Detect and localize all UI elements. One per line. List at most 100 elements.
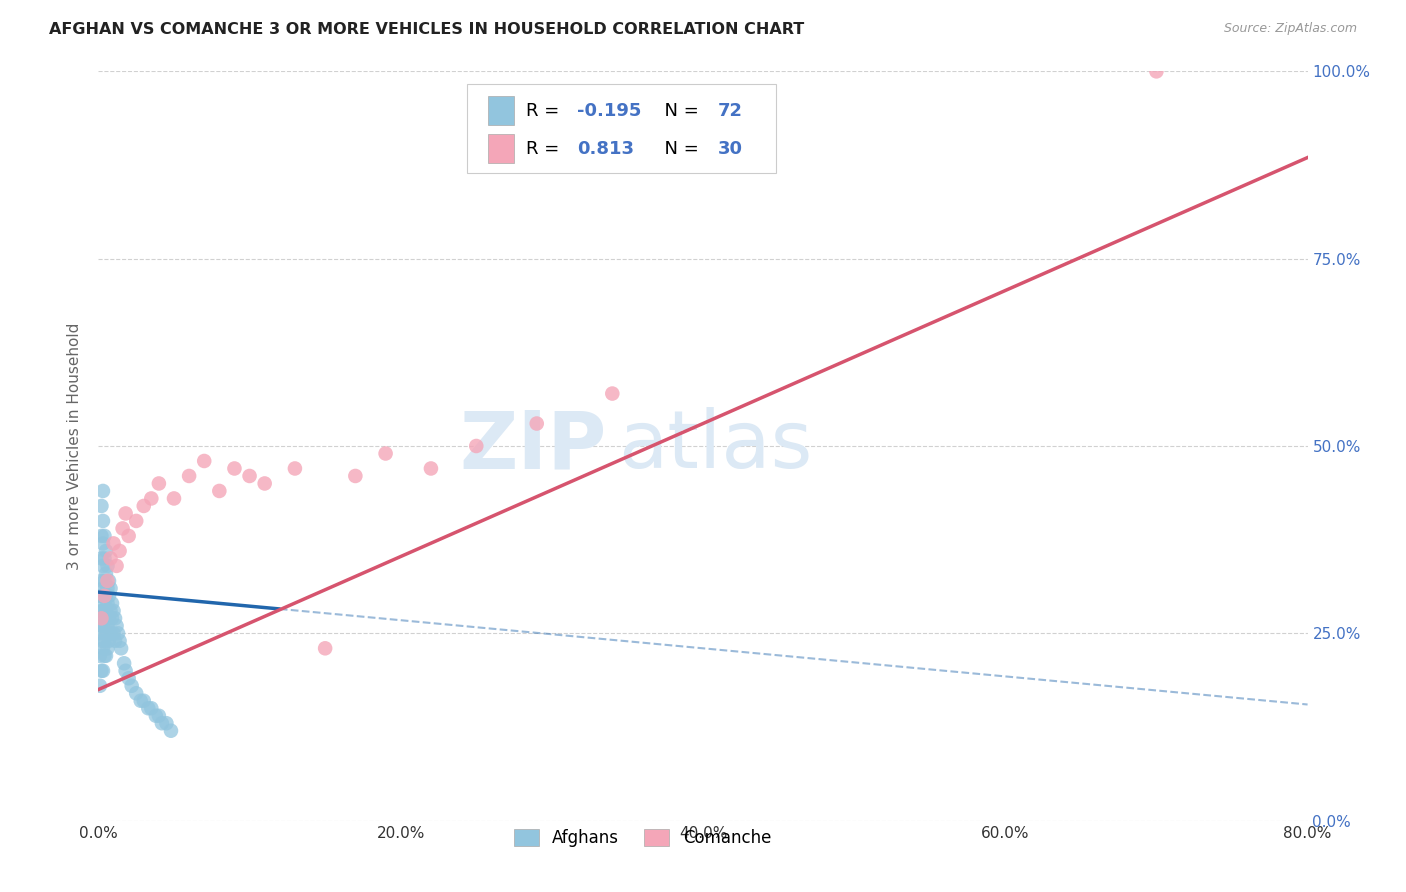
- Point: [90, 619, 112, 633]
- Point: [114, 664, 136, 678]
- Point: [526, 417, 548, 431]
- Y-axis label: 3 or more Vehicles in Household: 3 or more Vehicles in Household: [67, 322, 83, 570]
- Text: 0.813: 0.813: [578, 139, 634, 158]
- Point: [284, 461, 307, 475]
- Point: [98, 611, 121, 625]
- Point: [91, 619, 114, 633]
- Point: [96, 558, 118, 573]
- Point: [91, 536, 114, 550]
- Point: [93, 596, 115, 610]
- Point: [89, 679, 111, 693]
- Point: [93, 574, 115, 588]
- Text: atlas: atlas: [619, 407, 813, 485]
- Point: [91, 582, 114, 596]
- Point: [103, 604, 125, 618]
- Point: [103, 536, 125, 550]
- Point: [93, 589, 115, 603]
- Point: [107, 626, 129, 640]
- Point: [93, 611, 115, 625]
- Point: [104, 633, 127, 648]
- Text: N =: N =: [654, 102, 704, 120]
- Point: [129, 694, 152, 708]
- Point: [94, 566, 117, 581]
- Point: [90, 604, 112, 618]
- Point: [155, 716, 177, 731]
- Point: [148, 476, 170, 491]
- Text: AFGHAN VS COMANCHE 3 OR MORE VEHICLES IN HOUSEHOLD CORRELATION CHART: AFGHAN VS COMANCHE 3 OR MORE VEHICLES IN…: [49, 22, 804, 37]
- Point: [253, 476, 276, 491]
- Point: [602, 386, 624, 401]
- Point: [100, 604, 122, 618]
- Point: [100, 626, 122, 640]
- Point: [96, 596, 118, 610]
- Point: [118, 529, 141, 543]
- Point: [125, 514, 148, 528]
- Point: [96, 619, 118, 633]
- Point: [145, 708, 167, 723]
- Point: [103, 626, 125, 640]
- Point: [100, 582, 122, 596]
- Point: [94, 589, 117, 603]
- Point: [91, 664, 114, 678]
- FancyBboxPatch shape: [488, 135, 515, 162]
- Point: [420, 461, 443, 475]
- Point: [89, 589, 111, 603]
- Point: [148, 708, 170, 723]
- Point: [94, 626, 117, 640]
- Point: [1144, 64, 1167, 78]
- Point: [125, 686, 148, 700]
- Point: [132, 694, 155, 708]
- Point: [160, 723, 183, 738]
- FancyBboxPatch shape: [488, 96, 515, 125]
- Point: [89, 611, 111, 625]
- Point: [94, 544, 117, 558]
- Point: [111, 521, 134, 535]
- Point: [110, 641, 132, 656]
- Point: [208, 483, 231, 498]
- Point: [93, 648, 115, 663]
- Point: [90, 551, 112, 566]
- Point: [344, 469, 367, 483]
- Point: [90, 633, 112, 648]
- Point: [118, 671, 141, 685]
- Point: [239, 469, 262, 483]
- Point: [112, 657, 135, 671]
- Point: [108, 633, 131, 648]
- Point: [98, 589, 121, 603]
- Point: [98, 574, 121, 588]
- Point: [89, 648, 111, 663]
- Point: [93, 529, 115, 543]
- Point: [105, 558, 128, 573]
- Point: [96, 582, 118, 596]
- Text: -0.195: -0.195: [578, 102, 641, 120]
- Point: [141, 491, 163, 506]
- Point: [98, 633, 121, 648]
- Text: R =: R =: [526, 102, 565, 120]
- Point: [89, 626, 111, 640]
- Point: [96, 574, 118, 588]
- Text: 30: 30: [717, 139, 742, 158]
- Point: [90, 529, 112, 543]
- Point: [91, 558, 114, 573]
- Point: [90, 611, 112, 625]
- Point: [105, 619, 128, 633]
- Point: [90, 664, 112, 678]
- Point: [374, 446, 396, 460]
- Point: [108, 544, 131, 558]
- Point: [93, 633, 115, 648]
- Text: 72: 72: [717, 102, 742, 120]
- Point: [91, 604, 114, 618]
- Point: [94, 648, 117, 663]
- Point: [101, 611, 124, 625]
- Point: [90, 574, 112, 588]
- Point: [179, 469, 201, 483]
- Point: [101, 596, 124, 610]
- Point: [114, 507, 136, 521]
- Point: [465, 439, 488, 453]
- Point: [90, 499, 112, 513]
- Point: [193, 454, 215, 468]
- Text: Source: ZipAtlas.com: Source: ZipAtlas.com: [1223, 22, 1357, 36]
- FancyBboxPatch shape: [467, 84, 776, 172]
- Text: N =: N =: [654, 139, 704, 158]
- Point: [314, 641, 336, 656]
